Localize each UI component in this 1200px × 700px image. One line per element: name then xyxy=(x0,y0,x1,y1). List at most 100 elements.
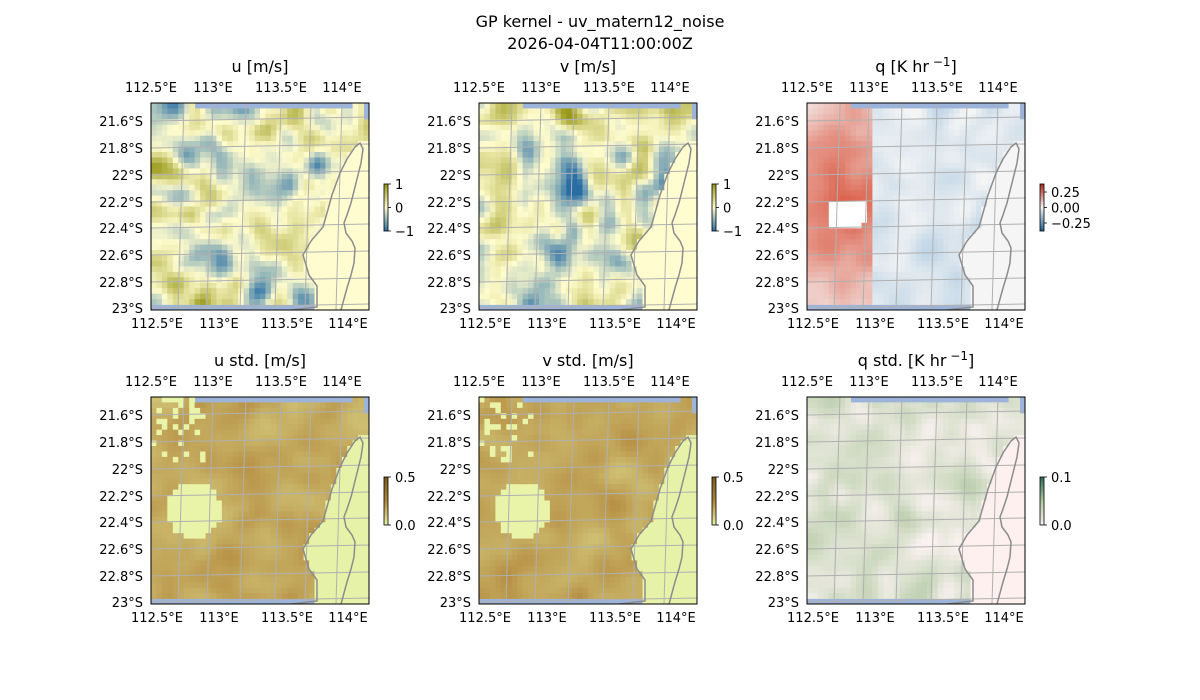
heatmap-cell xyxy=(926,152,933,158)
heatmap-cell xyxy=(997,239,1004,245)
heatmap-cell xyxy=(894,299,901,305)
heatmap-cell xyxy=(292,277,299,284)
heatmap-cell xyxy=(330,446,337,452)
heatmap-cell xyxy=(839,184,846,191)
heatmap-cell xyxy=(287,462,294,469)
heatmap-cell xyxy=(588,299,594,305)
heatmap-cell xyxy=(899,113,906,120)
heatmap-cell xyxy=(905,195,911,202)
heatmap-cell xyxy=(986,119,993,126)
heatmap-cell xyxy=(588,293,594,300)
heatmap-cell xyxy=(500,211,507,218)
heatmap-cell xyxy=(292,413,299,420)
heatmap-cell xyxy=(620,130,627,136)
heatmap-cell xyxy=(845,146,851,153)
heatmap-cell xyxy=(861,162,868,169)
heatmap-cell xyxy=(167,261,174,267)
heatmap-cell xyxy=(686,201,692,207)
heatmap-cell xyxy=(183,184,190,191)
heatmap-cell xyxy=(539,135,545,142)
heatmap-cell xyxy=(292,135,299,142)
heatmap-cell xyxy=(517,157,523,164)
heatmap-cell xyxy=(161,277,168,284)
heatmap-cell xyxy=(172,435,179,441)
heatmap-cell xyxy=(194,119,201,126)
heatmap-cell xyxy=(156,201,163,207)
heatmap-cell xyxy=(648,157,654,164)
heatmap-cell xyxy=(560,184,567,191)
heatmap-cell xyxy=(571,113,578,120)
heatmap-cell xyxy=(330,282,337,289)
heatmap-cell xyxy=(281,282,288,289)
x-tick-label-bottom: 114°E xyxy=(984,317,1024,332)
x-tick-label-top: 112.5°E xyxy=(125,81,177,96)
heatmap-cell xyxy=(544,293,551,300)
heatmap-cell xyxy=(615,206,622,213)
heatmap-cell xyxy=(1003,261,1010,267)
heatmap-cell xyxy=(270,451,277,458)
heatmap-cell xyxy=(506,266,513,273)
heatmap-cell xyxy=(631,113,638,120)
heatmap-cell xyxy=(669,288,676,294)
heatmap-cell xyxy=(943,173,950,180)
heatmap-cell xyxy=(970,206,977,213)
heatmap-cell xyxy=(210,124,217,131)
heatmap-cell xyxy=(604,184,611,191)
heatmap-cell xyxy=(298,173,304,180)
heatmap-cell xyxy=(479,261,485,267)
heatmap-cell xyxy=(517,250,523,256)
heatmap-cell xyxy=(883,141,890,147)
heatmap-cell xyxy=(183,261,190,267)
heatmap-cell xyxy=(281,440,288,447)
heatmap-cell xyxy=(588,124,594,131)
heatmap-cell xyxy=(648,119,654,126)
heatmap-cell xyxy=(905,162,911,169)
heatmap-cell xyxy=(845,206,851,213)
heatmap-cell xyxy=(363,266,369,273)
heatmap-cell xyxy=(243,413,250,420)
heatmap-cell xyxy=(183,103,190,109)
heatmap-cell xyxy=(686,244,692,251)
heatmap-cell xyxy=(648,152,654,158)
heatmap-cell xyxy=(916,233,922,240)
heatmap-cell xyxy=(183,201,190,207)
heatmap-cell xyxy=(899,184,906,191)
heatmap-cell xyxy=(303,124,310,131)
heatmap-cell xyxy=(986,266,993,273)
heatmap-cell xyxy=(517,233,523,240)
heatmap-cell xyxy=(341,266,348,273)
heatmap-cell xyxy=(845,119,851,126)
heatmap-cell xyxy=(238,462,245,469)
heatmap-cell xyxy=(954,113,960,120)
heatmap-cell xyxy=(281,413,288,420)
heatmap-cell xyxy=(549,168,556,175)
heatmap-cell xyxy=(910,168,917,175)
heatmap-cell xyxy=(511,119,518,126)
heatmap-cell xyxy=(954,206,960,213)
heatmap-cell xyxy=(620,299,627,305)
heatmap-cell xyxy=(899,228,906,235)
heatmap-cell xyxy=(254,195,261,202)
heatmap-cell xyxy=(593,168,600,175)
heatmap-cell xyxy=(834,135,841,142)
heatmap-cell xyxy=(976,255,982,262)
heatmap-cell xyxy=(598,293,605,300)
heatmap-cell xyxy=(615,146,622,153)
heatmap-cell xyxy=(921,173,928,180)
heatmap-cell xyxy=(609,282,616,289)
heatmap-cell xyxy=(626,299,632,305)
heatmap-cell xyxy=(905,184,911,191)
heatmap-cell xyxy=(528,222,534,229)
heatmap-cell xyxy=(227,261,234,267)
heatmap-cell xyxy=(533,190,540,196)
heatmap-cell xyxy=(495,288,502,294)
heatmap-cell xyxy=(566,228,573,235)
heatmap-cell xyxy=(292,451,299,458)
heatmap-cell xyxy=(172,152,179,158)
heatmap-cell xyxy=(937,130,944,136)
heatmap-cell xyxy=(276,239,283,245)
heatmap-cell xyxy=(309,217,315,224)
heatmap-cell xyxy=(260,162,266,169)
heatmap-cell xyxy=(210,184,217,191)
heatmap-cell xyxy=(910,119,917,126)
